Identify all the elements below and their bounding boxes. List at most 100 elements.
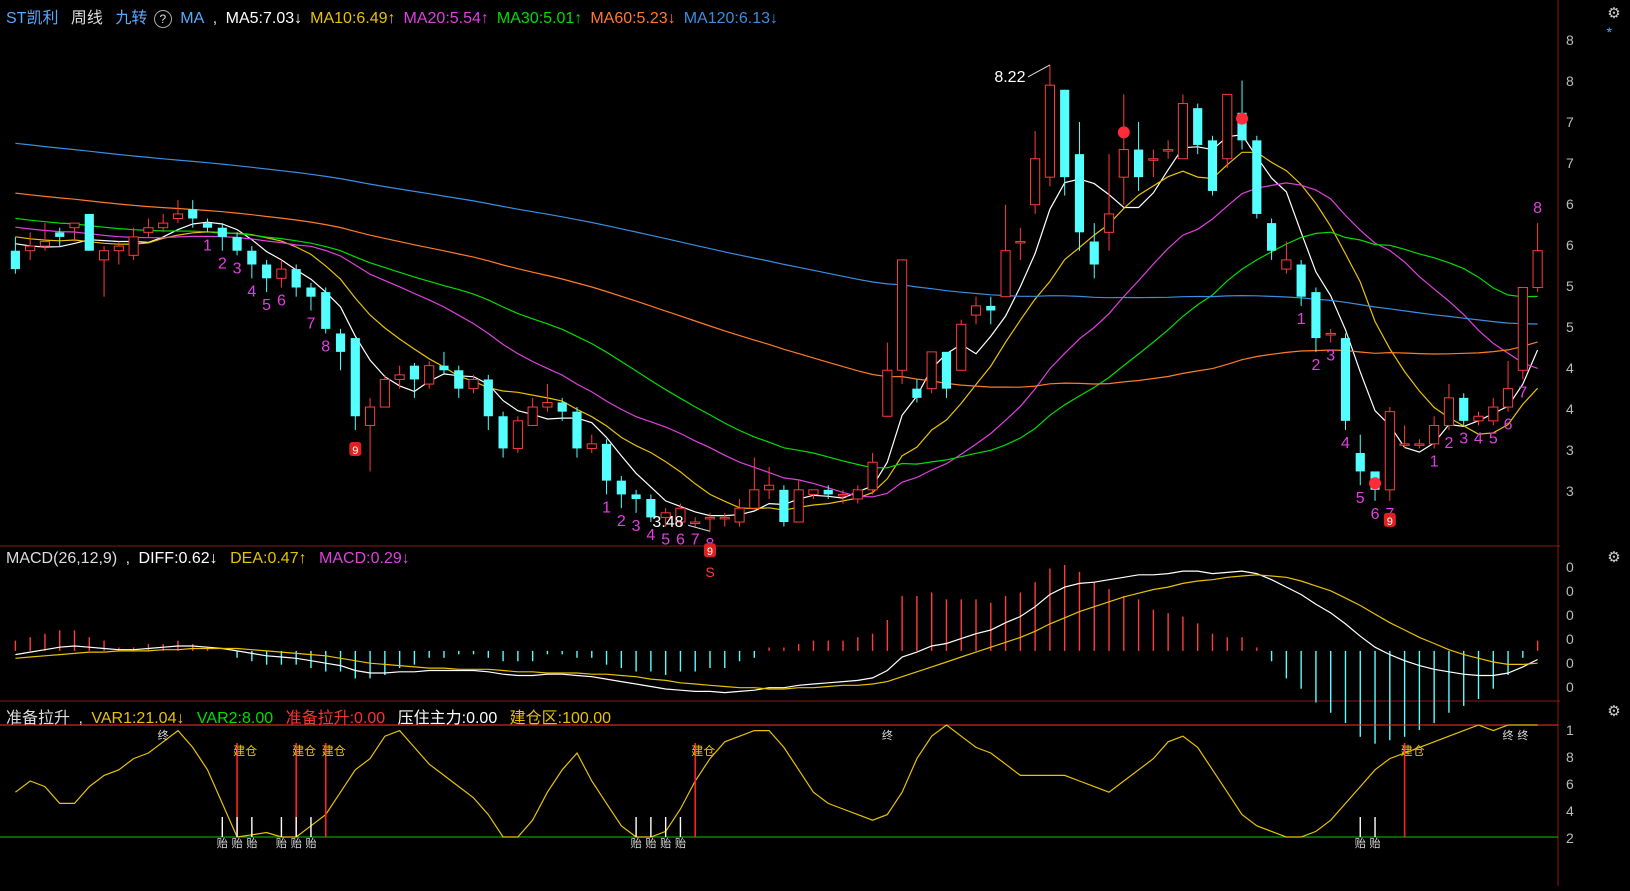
period-label[interactable]: 周线 bbox=[70, 10, 103, 27]
stock-name[interactable]: ST凯利 bbox=[6, 10, 59, 27]
bottom-label: 贻 bbox=[1355, 837, 1366, 850]
macd-title[interactable]: MACD(26,12,9) bbox=[6, 550, 118, 567]
candle-body bbox=[84, 213, 94, 251]
candle-body bbox=[852, 489, 863, 500]
bottom-label: 贻 bbox=[660, 837, 671, 850]
candle-body bbox=[335, 333, 346, 352]
ma-item-1: MA10:6.49↑ bbox=[310, 10, 396, 27]
candle-body bbox=[882, 369, 893, 417]
ma-item-3: MA30:5.01↑ bbox=[496, 10, 583, 27]
indicator-var1: VAR1:21.04↓ bbox=[91, 710, 185, 727]
candle-body bbox=[321, 292, 331, 329]
candle-body bbox=[454, 370, 464, 389]
price-tick: 3 bbox=[1566, 483, 1574, 499]
candle-body bbox=[113, 245, 124, 252]
candle-body bbox=[837, 493, 849, 497]
candle-body bbox=[468, 378, 479, 390]
td-count: 6 bbox=[1504, 417, 1513, 434]
candle-body bbox=[646, 499, 656, 518]
macd-tick: 0 bbox=[1566, 679, 1574, 695]
macd-dea-line bbox=[15, 574, 1538, 690]
macd-gear-icon[interactable]: ⚙ bbox=[1607, 549, 1621, 566]
candle-body bbox=[675, 507, 686, 523]
candle-body bbox=[986, 305, 996, 311]
candle-body bbox=[734, 507, 745, 523]
candle-body bbox=[912, 388, 922, 398]
bottom-label: 贻 bbox=[1370, 837, 1381, 850]
bottom-label: 贻 bbox=[631, 837, 642, 850]
ma10-line bbox=[15, 151, 1539, 511]
td-count: 7 bbox=[1518, 384, 1527, 401]
candle-body bbox=[365, 406, 376, 426]
candle-body bbox=[631, 494, 641, 500]
td-count: 2 bbox=[1444, 435, 1453, 452]
candle-body bbox=[247, 250, 257, 265]
candle-body bbox=[1222, 93, 1233, 160]
candle-body bbox=[55, 232, 65, 237]
price-tick: 7 bbox=[1566, 114, 1574, 130]
candle-body bbox=[1429, 424, 1440, 445]
td-count: 6 bbox=[277, 293, 286, 310]
signal-dot bbox=[1117, 126, 1130, 139]
candle-body bbox=[1163, 149, 1174, 152]
nine-badge bbox=[703, 543, 716, 558]
mode-label[interactable]: 九转 bbox=[115, 10, 148, 27]
candle-body bbox=[572, 411, 582, 449]
price-tick: 6 bbox=[1566, 196, 1574, 212]
candle-body bbox=[25, 245, 36, 252]
nine-badge bbox=[1383, 512, 1396, 527]
candle-body bbox=[1015, 241, 1026, 244]
td-count: 2 bbox=[1311, 357, 1320, 374]
td-count: 3 bbox=[1326, 348, 1335, 365]
candle-body bbox=[1193, 108, 1203, 145]
candle-body bbox=[1340, 338, 1351, 421]
candle-body bbox=[542, 401, 553, 408]
zhong-label: 终 bbox=[1517, 728, 1528, 742]
ma-item-5: MA120:6.13↓ bbox=[683, 10, 778, 27]
td-count: 1 bbox=[602, 499, 611, 516]
zhong-label: 终 bbox=[1503, 728, 1514, 742]
ma20-line bbox=[15, 182, 1538, 498]
macd-value: MACD:0.29↓ bbox=[319, 550, 410, 567]
candle-body bbox=[1267, 223, 1277, 251]
low-label: 3.48 bbox=[652, 514, 683, 531]
candle-body bbox=[1296, 264, 1306, 297]
candle-body bbox=[1414, 443, 1425, 446]
candle-body bbox=[1148, 158, 1159, 161]
macd-tick: 0 bbox=[1566, 607, 1574, 623]
jiancang-label: 建仓 bbox=[292, 744, 316, 758]
candle-body bbox=[424, 365, 435, 385]
candle-body bbox=[1473, 415, 1484, 422]
candle-body bbox=[557, 402, 567, 412]
price-tick: 6 bbox=[1566, 237, 1574, 253]
td-count: 1 bbox=[1430, 453, 1439, 470]
s-badge: S bbox=[705, 564, 714, 580]
candle-body bbox=[1443, 397, 1455, 426]
candle-body bbox=[262, 264, 272, 279]
indicator-jcq: 建仓区:100.00 bbox=[509, 710, 612, 727]
jiancang-label: 建仓 bbox=[691, 744, 715, 758]
candle-body bbox=[793, 489, 804, 523]
candle-body bbox=[1074, 154, 1085, 233]
candle-body bbox=[512, 420, 523, 449]
candle-body bbox=[498, 416, 508, 449]
td-count: 5 bbox=[262, 297, 271, 314]
nine-badge-label: 9 bbox=[707, 546, 713, 558]
td-count: 4 bbox=[247, 283, 256, 300]
ma-item-0: MA5:7.03↓ bbox=[225, 10, 303, 27]
indicator-tick: 6 bbox=[1566, 776, 1574, 792]
candle-body bbox=[306, 287, 316, 297]
ma-item-2: MA20:5.54↑ bbox=[403, 10, 489, 27]
indicator-gear-icon[interactable]: ⚙ bbox=[1607, 703, 1621, 720]
jiancang-label: 建仓 bbox=[322, 744, 346, 758]
question-circle-icon[interactable]: ? bbox=[153, 10, 172, 28]
price-tick: 8 bbox=[1566, 73, 1574, 89]
indicator-title[interactable]: 准备拉升 bbox=[6, 710, 71, 727]
candle-body bbox=[188, 209, 198, 219]
candle-body bbox=[970, 305, 982, 316]
td-count: 3 bbox=[1459, 430, 1468, 447]
price-gear-icon[interactable]: ⚙ bbox=[1607, 5, 1621, 22]
nine-badge-label: 9 bbox=[1387, 516, 1393, 528]
